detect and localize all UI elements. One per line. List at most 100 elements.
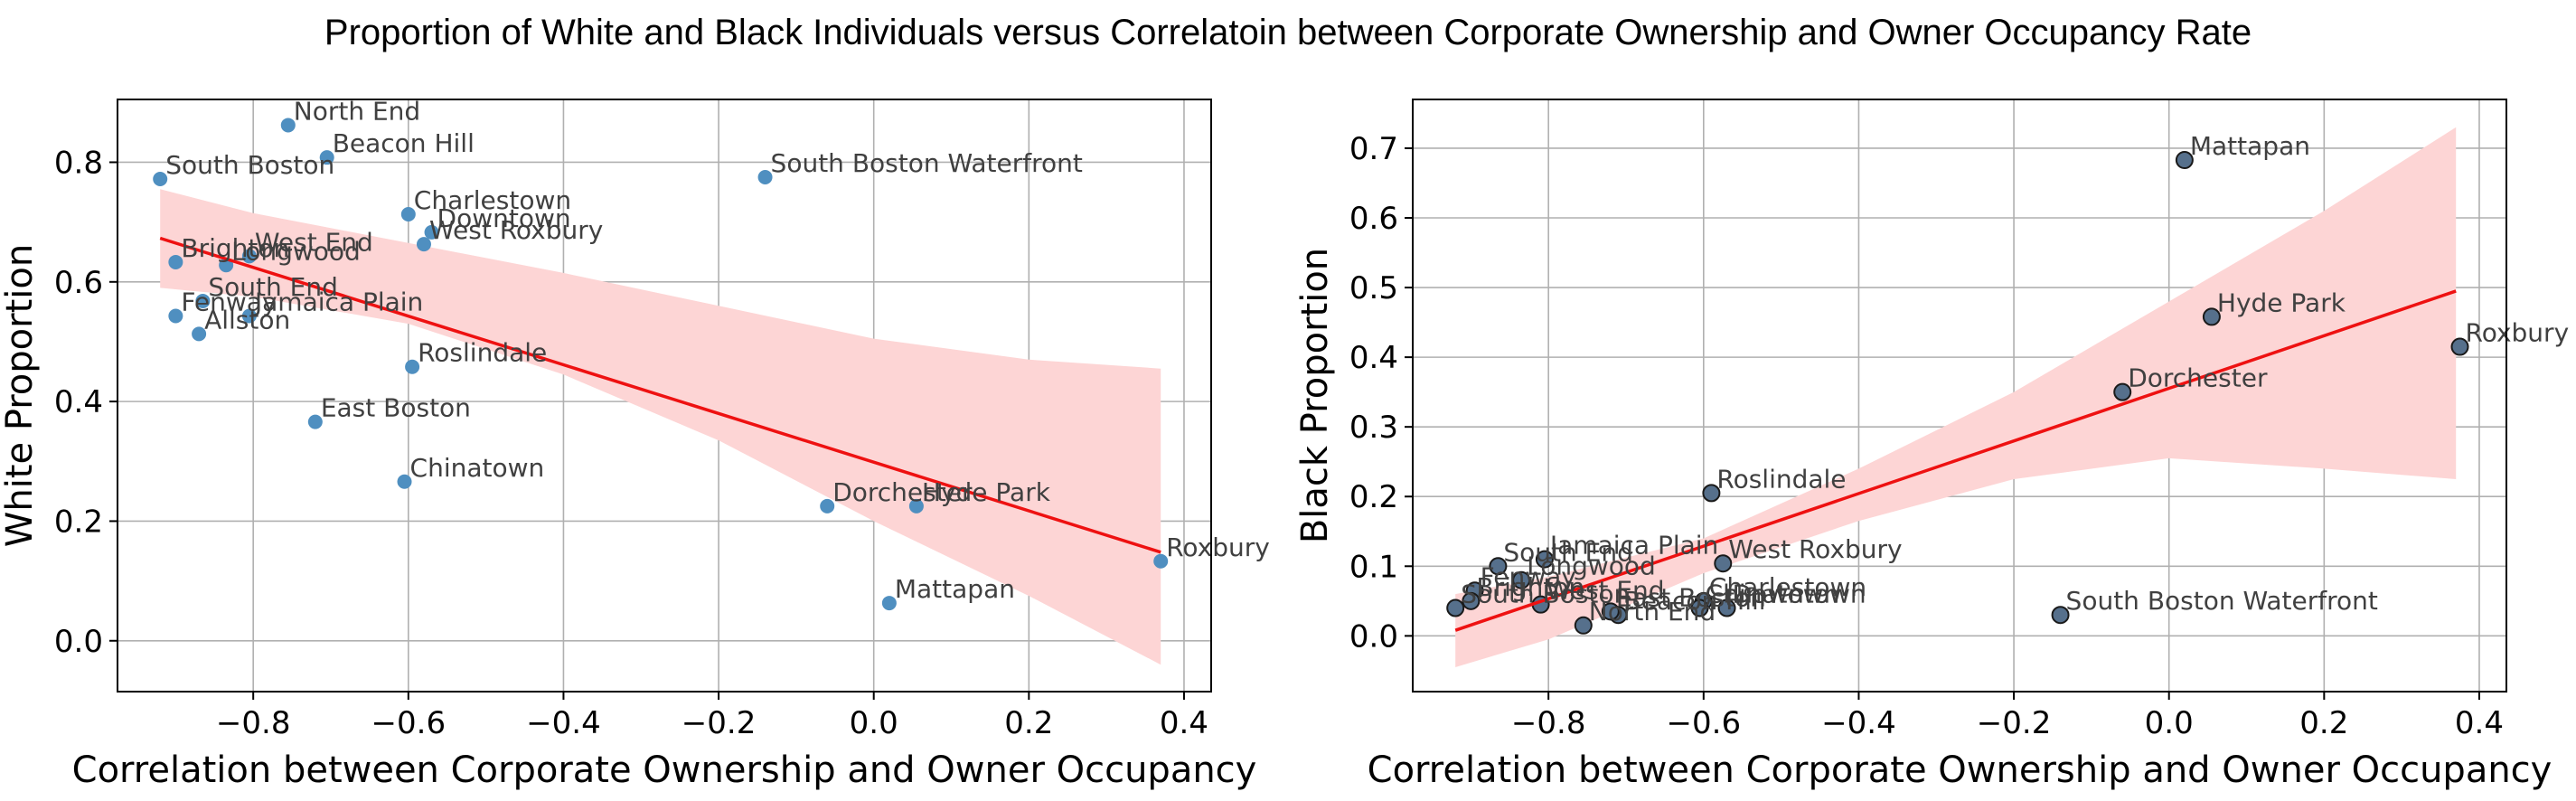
point-allston: [192, 326, 207, 342]
x-tick-label: 0.4: [1160, 705, 1208, 741]
point-brighton: [168, 254, 183, 269]
point-south-boston-waterfront: [2051, 606, 2070, 625]
point-north-end: [280, 118, 296, 133]
point-label-allston: Allston: [204, 305, 290, 335]
point-west-end: [241, 249, 257, 264]
point-east-boston: [307, 414, 323, 429]
y-tick-label: 0.0: [1349, 618, 1398, 655]
y-tick-label: 0.3: [1349, 410, 1398, 446]
point-label-chinatown: Chinatown: [410, 453, 545, 483]
y-axis-label: Black Proportion: [1294, 248, 1336, 543]
point-south-boston: [153, 171, 168, 186]
confidence-band: [160, 189, 1161, 665]
point-roslindale: [1702, 484, 1721, 503]
axes-frame: [1412, 99, 2507, 693]
point-label-west-roxbury: West Roxbury: [429, 215, 603, 245]
x-tick-label: −0.4: [526, 705, 601, 741]
x-tick-label: −0.2: [1977, 705, 2052, 741]
point-chinatown: [1690, 598, 1709, 617]
point-hyde-park: [908, 498, 924, 514]
y-tick-label: 0.5: [1349, 270, 1398, 306]
point-north-end: [1574, 616, 1593, 635]
point-beacon-hill: [319, 150, 334, 165]
x-axis-label: Correlation between Corporate Ownership …: [72, 749, 1257, 791]
point-label-south-boston: South Boston: [165, 150, 334, 180]
point-label-charlestown: Charlestown: [1709, 572, 1866, 602]
point-label-west-end: West End: [255, 227, 373, 257]
point-label-south-boston: South Boston: [1461, 580, 1630, 609]
point-mattapan: [2175, 151, 2194, 170]
y-tick-label: 0.1: [1349, 549, 1398, 585]
point-label-south-boston-waterfront: South Boston Waterfront: [2066, 586, 2378, 616]
point-label-west-end: West End: [1547, 576, 1665, 606]
point-label-south-boston-waterfront: South Boston Waterfront: [771, 148, 1083, 178]
point-label-south-end: South End: [208, 272, 338, 302]
point-roxbury: [1153, 553, 1169, 569]
point-label-east-boston: East Boston: [321, 393, 471, 423]
point-east-boston: [1601, 602, 1620, 621]
x-tick-label: 0.2: [1004, 705, 1053, 741]
x-tick-label: −0.2: [682, 705, 757, 741]
point-jamaica-plain: [241, 308, 257, 324]
point-roslindale: [405, 359, 420, 374]
point-roxbury: [2450, 337, 2469, 356]
y-tick-label: 0.6: [54, 265, 103, 301]
point-brighton: [1462, 591, 1481, 610]
point-dorchester: [2113, 382, 2132, 401]
point-mattapan: [881, 596, 897, 611]
y-tick-label: 0.8: [54, 145, 103, 181]
regression-line: [159, 236, 1161, 554]
point-label-south-end: South End: [1503, 537, 1633, 567]
point-south-end: [195, 293, 211, 308]
point-dorchester: [820, 498, 835, 514]
y-tick-label: 0.2: [54, 504, 103, 540]
y-tick-label: 0.4: [1349, 340, 1398, 376]
x-tick-label: −0.8: [1511, 705, 1586, 741]
point-chinatown: [397, 474, 412, 489]
point-south-boston: [1446, 598, 1465, 617]
point-label-dorchester: Dorchester: [832, 477, 973, 507]
x-tick-label: −0.6: [1667, 705, 1742, 741]
point-label-jamaica-plain: Jamaica Plain: [1548, 531, 1718, 561]
point-label-north-end: North End: [1589, 597, 1716, 627]
x-tick-label: 0.0: [850, 705, 898, 741]
point-west-roxbury: [1714, 554, 1733, 573]
point-label-chinatown: Chinatown: [1706, 580, 1840, 609]
point-label-roslindale: Roslindale: [1716, 464, 1846, 494]
point-label-brighton: Brighton: [181, 233, 289, 263]
black-proportion-panel: Mattapan Hyde Park Roxbury Dorchester Roslin…: [1294, 99, 2569, 791]
regression-line: [1454, 289, 2457, 632]
point-label-brighton: Brighton: [1476, 572, 1584, 602]
point-downtown: [1717, 598, 1736, 617]
point-label-dorchester: Dorchester: [2128, 363, 2268, 393]
point-label-hyde-park: Hyde Park: [922, 477, 1051, 507]
point-south-end: [1489, 557, 1508, 576]
y-axis-label: White Proportion: [0, 244, 41, 547]
y-tick-label: 0.2: [1349, 479, 1398, 515]
x-tick-label: 0.2: [2299, 705, 2348, 741]
point-label-east-boston: East Boston: [1616, 582, 1766, 612]
point-label-longwood: Longwood: [1527, 551, 1656, 581]
point-hyde-park: [2202, 307, 2221, 326]
point-west-roxbury: [416, 237, 431, 252]
y-tick-label: 0.7: [1349, 131, 1398, 167]
point-label-roxbury: Roxbury: [1166, 532, 1270, 562]
point-label-roslindale: Roslindale: [418, 338, 547, 368]
point-label-downtown: Downtown: [1733, 580, 1866, 609]
point-label-downtown: Downtown: [437, 203, 571, 233]
point-label-beacon-hill: Beacon Hill: [333, 128, 475, 158]
point-south-boston-waterfront: [757, 170, 773, 185]
y-tick-label: 0.0: [54, 624, 103, 660]
point-label-west-roxbury: West Roxbury: [1728, 534, 1902, 564]
point-label-hyde-park: Hyde Park: [2217, 287, 2346, 317]
point-label-charlestown: Charlestown: [414, 185, 571, 215]
point-label-mattapan: Mattapan: [895, 574, 1015, 604]
x-tick-label: −0.4: [1821, 705, 1896, 741]
point-longwood: [1512, 570, 1531, 589]
figure-title: Proportion of White and Black Individual…: [324, 13, 2252, 52]
x-tick-label: 0.0: [2145, 705, 2194, 741]
x-tick-label: −0.6: [371, 705, 447, 741]
y-tick-label: 0.6: [1349, 201, 1398, 237]
